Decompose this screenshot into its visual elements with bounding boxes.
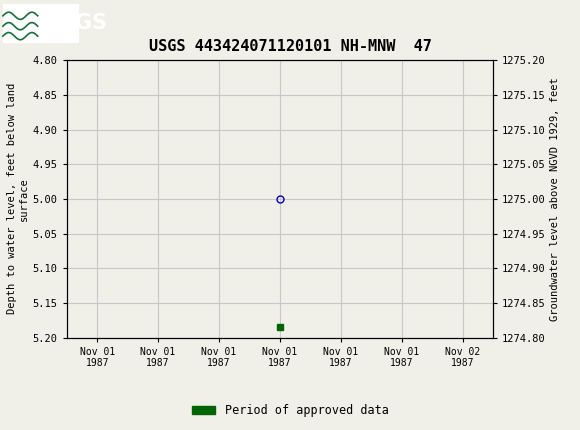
Text: USGS: USGS	[44, 12, 107, 33]
Legend: Period of approved data: Period of approved data	[187, 399, 393, 422]
Text: USGS 443424071120101 NH-MNW  47: USGS 443424071120101 NH-MNW 47	[148, 39, 432, 54]
Y-axis label: Groundwater level above NGVD 1929, feet: Groundwater level above NGVD 1929, feet	[550, 77, 560, 321]
Y-axis label: Depth to water level, feet below land
surface: Depth to water level, feet below land su…	[7, 83, 28, 314]
